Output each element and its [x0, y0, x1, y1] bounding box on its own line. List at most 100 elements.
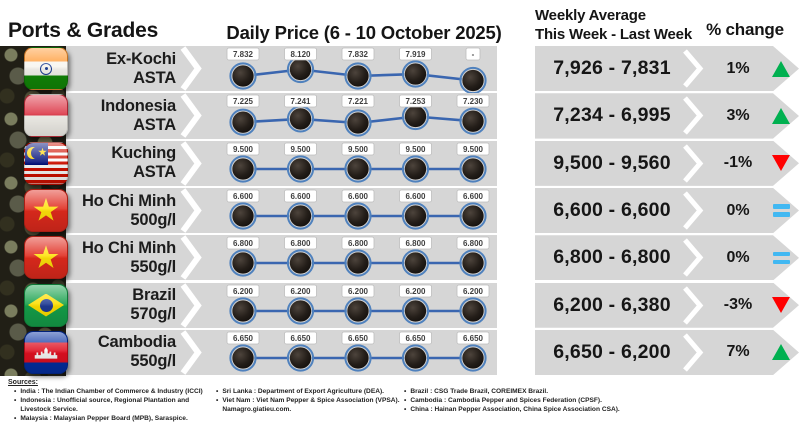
chevron-right-icon — [180, 93, 202, 139]
daily-price-sparkline: 6.800 6.800 6.800 6.800 6.800 — [226, 236, 490, 277]
weekly-average-value: 6,200 - 6,380 — [553, 293, 671, 316]
up-triangle-icon — [771, 93, 791, 138]
vietnam-flag-icon — [24, 188, 68, 232]
data-label: 9.500 — [348, 145, 369, 154]
up-triangle-icon — [771, 46, 791, 91]
pct-change-title: % change — [706, 20, 784, 39]
chevron-right-icon — [180, 188, 202, 233]
data-label: - — [472, 50, 475, 59]
equal-icon — [771, 235, 791, 280]
data-label: 6.600 — [405, 192, 426, 201]
grade-name: 500g/l — [130, 210, 176, 229]
data-label: 6.650 — [233, 334, 254, 343]
data-label: 7.241 — [290, 97, 311, 106]
row-band-weekly: 9,500 - 9,560 -1% — [535, 141, 799, 186]
grade-name: 550g/l — [130, 257, 176, 276]
port-name: Kuching — [111, 144, 176, 163]
row-band-weekly: 6,650 - 6,200 7% — [535, 330, 799, 375]
grade-name: 550g/l — [130, 352, 176, 371]
angkor-temple-icon — [34, 347, 58, 359]
data-label: 6.800 — [405, 239, 426, 248]
data-label: 6.800 — [233, 239, 254, 248]
chevron-right-icon — [681, 191, 705, 230]
port-grade-label: Ho Chi Minh 500g/l — [68, 188, 176, 233]
chevron-right-icon — [681, 144, 705, 183]
down-triangle-icon — [771, 141, 791, 186]
port-grade-label: Ho Chi Minh 550g/l — [68, 235, 176, 280]
pct-change-value: 3% — [726, 106, 750, 124]
source-text: China : Hainan Pepper Association, China… — [410, 406, 620, 413]
port-name: Ex-Kochi — [106, 49, 176, 68]
malaysia-canton — [25, 142, 48, 165]
chevron-right-icon — [180, 46, 202, 91]
diamond-icon — [28, 293, 64, 317]
port-grade-label: Ex-Kochi ASTA — [68, 46, 176, 91]
data-label: 9.500 — [463, 145, 484, 154]
source-text: Brazil : CSG Trade Brazil, COREIMEX Braz… — [410, 388, 549, 395]
row-band-daily: Ex-Kochi ASTA 7.832 8.120 7.832 7.919 - — [66, 46, 497, 95]
price-row: Ho Chi Minh 550g/l 6.800 6.800 6.800 6.800 6… — [0, 235, 799, 281]
source-text: Indonesia : Unofficial source, Regional … — [20, 397, 190, 413]
price-row: Ex-Kochi ASTA 7.832 8.120 7.832 7.919 - 7,92… — [0, 46, 799, 95]
data-label: 7.919 — [405, 50, 426, 59]
down-triangle-icon — [771, 283, 791, 328]
bullet-icon: • — [14, 397, 17, 404]
pct-change-value: -1% — [723, 154, 753, 172]
price-row: Ho Chi Minh 500g/l 6.600 6.600 6.600 6.600 6… — [0, 187, 799, 234]
india-flag-icon — [24, 47, 68, 90]
weekly-average-value: 7,234 - 6,995 — [553, 104, 671, 127]
data-label: 6.800 — [348, 239, 369, 248]
grade-name: ASTA — [133, 163, 176, 182]
weekly-average-title-line1: Weekly Average — [535, 7, 646, 24]
grade-name: ASTA — [133, 115, 176, 134]
data-label: 6.800 — [290, 239, 311, 248]
row-band-weekly: 7,926 - 7,831 1% — [535, 46, 799, 91]
daily-price-sparkline: 9.500 9.500 9.500 9.500 9.500 — [226, 142, 490, 183]
data-label: 7.225 — [233, 97, 254, 106]
data-label: 9.500 — [405, 145, 426, 154]
daily-price-sparkline: 6.600 6.600 6.600 6.600 6.600 — [226, 189, 490, 230]
source-item: • Sri Lanka : Department of Export Agricu… — [216, 387, 402, 396]
price-row: Cambodia 550g/l 6.650 6.650 6.650 6.650 6.65… — [0, 329, 799, 376]
data-label: 7.832 — [233, 50, 254, 59]
chevron-right-icon — [180, 140, 202, 186]
pct-change-value: 7% — [726, 343, 750, 361]
data-label: 6.200 — [405, 287, 426, 296]
malaysia-flag-icon — [24, 141, 68, 185]
up-triangle-icon — [771, 330, 791, 375]
source-item: • China : Hainan Pepper Association, Chin… — [404, 405, 624, 414]
weekly-average-value: 7,926 - 7,831 — [553, 57, 671, 80]
vietnam-flag-icon — [24, 236, 68, 280]
data-label: 8.120 — [290, 50, 311, 59]
data-label: 6.200 — [348, 287, 369, 296]
data-label: 6.200 — [463, 287, 484, 296]
price-rows: Ex-Kochi ASTA 7.832 8.120 7.832 7.919 - 7,92… — [0, 46, 799, 377]
bullet-icon: • — [404, 406, 407, 413]
weekly-average-value: 6,800 - 6,800 — [553, 246, 671, 269]
grade-name: ASTA — [133, 68, 176, 87]
data-label: 7.230 — [463, 97, 484, 106]
port-grade-label: Brazil 570g/l — [68, 283, 176, 328]
data-label: 9.500 — [290, 145, 311, 154]
daily-price-sparkline: 6.200 6.200 6.200 6.200 6.200 — [226, 284, 490, 325]
cambodia-flag-icon — [24, 330, 68, 374]
pct-change-value: -3% — [723, 296, 753, 314]
bullet-icon: • — [404, 388, 407, 395]
chevron-right-icon — [681, 333, 705, 372]
row-band-daily: Kuching ASTA 9.500 9.500 9.500 9.500 9.500 — [66, 140, 497, 186]
price-row: Indonesia ASTA 7.225 7.241 7.221 7.253 7.230… — [0, 93, 799, 139]
star-icon — [33, 197, 59, 221]
data-label: 6.650 — [405, 334, 426, 343]
row-band-daily: Ho Chi Minh 550g/l 6.800 6.800 6.800 6.800 6… — [66, 235, 497, 281]
pct-change-value: 0% — [726, 201, 750, 219]
bullet-icon: • — [14, 415, 17, 422]
equal-icon — [771, 188, 791, 233]
data-label: 6.600 — [290, 192, 311, 201]
row-band-daily: Indonesia ASTA 7.225 7.241 7.221 7.253 7.230 — [66, 93, 497, 139]
sources-column: • Brazil : CSG Trade Brazil, COREIMEX Bra… — [404, 387, 624, 414]
row-band-weekly: 7,234 - 6,995 3% — [535, 93, 799, 138]
sources-footer: Sources: • India : The Indian Chamber of … — [0, 378, 799, 426]
sources-column: • India : The Indian Chamber of Commerce … — [14, 387, 216, 423]
chevron-right-icon — [681, 49, 705, 88]
sources-column: • Sri Lanka : Department of Export Agricu… — [216, 387, 402, 414]
